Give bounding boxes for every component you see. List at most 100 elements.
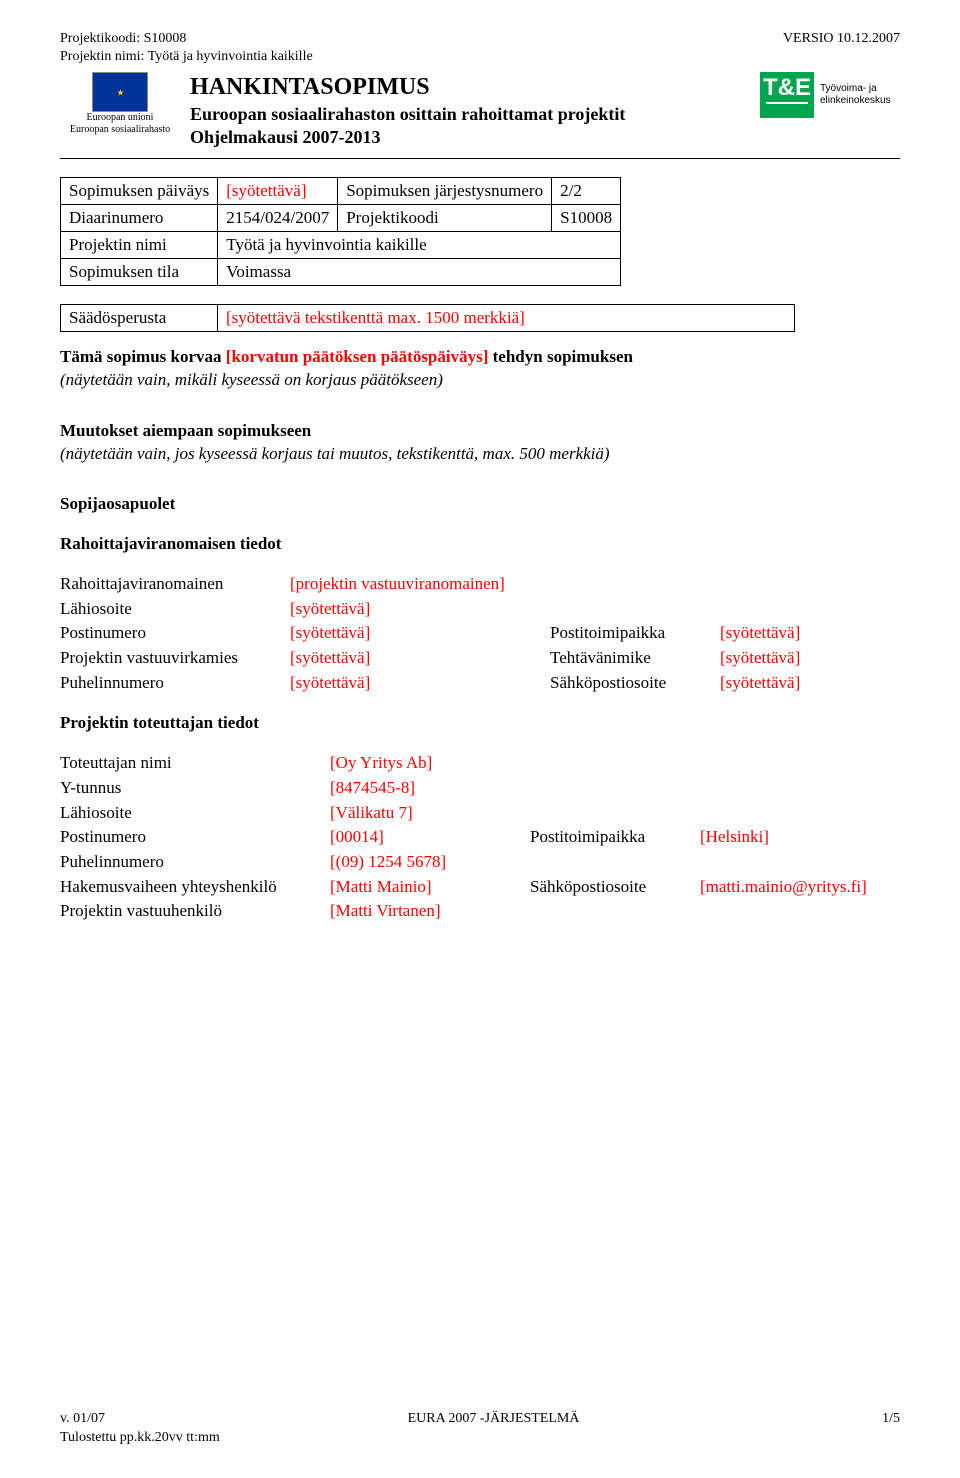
- executor-block: Toteuttajan nimi [Oy Yritys Ab] Y-tunnus…: [60, 751, 900, 923]
- authority-title: Rahoittajaviranomaisen tiedot: [60, 534, 900, 554]
- doc-title: HANKINTASOPIMUS: [190, 74, 760, 101]
- kv-label: Puhelinnumero: [60, 850, 330, 875]
- table-row: Sopimuksen päiväys [syötettävä] Sopimuks…: [61, 178, 621, 205]
- logos-row: ⋆ Euroopan unioni Euroopan sosiaalirahas…: [60, 72, 900, 148]
- replaces-suffix: tehdyn sopimuksen: [488, 347, 633, 366]
- replaces-date-placeholder: [korvatun päätöksen päätöspäiväys]: [226, 347, 489, 366]
- kv-value: [syötettävä]: [720, 671, 900, 696]
- eu-stars-icon: ⋆: [115, 84, 125, 101]
- footer-row-1: v. 01/07 EURA 2007 -JÄRJESTELMÄ 1/5: [60, 1410, 900, 1429]
- kv-label: Lähiosoite: [60, 597, 290, 622]
- cell-value: [syötettävä]: [218, 178, 338, 205]
- agreement-info-table: Sopimuksen päiväys [syötettävä] Sopimuks…: [60, 177, 621, 286]
- kv-row: Puhelinnumero [(09) 1254 5678]: [60, 850, 900, 875]
- cell-label: Diaarinumero: [61, 205, 218, 232]
- page: Projektikoodi: S10008 Projektin nimi: Ty…: [0, 0, 960, 1478]
- kv-value: [Helsinki]: [700, 825, 900, 850]
- kv-value: [00014]: [330, 825, 530, 850]
- kv-value: [Matti Virtanen]: [330, 899, 530, 924]
- kv-label: Lähiosoite: [60, 801, 330, 826]
- legal-basis-table: Säädösperusta [syötettävä tekstikenttä m…: [60, 304, 795, 332]
- kv-value: [8474545-8]: [330, 776, 530, 801]
- replaces-prefix: Tämä sopimus korvaa: [60, 347, 226, 366]
- table-row: Säädösperusta [syötettävä tekstikenttä m…: [61, 305, 795, 332]
- kv-value: [syötettävä]: [290, 621, 550, 646]
- replaces-paragraph: Tämä sopimus korvaa [korvatun päätöksen …: [60, 346, 900, 392]
- kv-row: Lähiosoite [syötettävä]: [60, 597, 900, 622]
- te-text-2: elinkeinokeskus: [820, 95, 891, 107]
- kv-label: Projektin vastuuvirkamies: [60, 646, 290, 671]
- te-logo-icon: T&E: [760, 72, 814, 118]
- kv-value: [matti.mainio@yritys.fi]: [700, 875, 900, 900]
- footer-print-date: Tulostettu pp.kk.20vv tt:mm: [60, 1429, 900, 1448]
- kv-label: Projektin vastuuhenkilö: [60, 899, 330, 924]
- kv-row: Toteuttajan nimi [Oy Yritys Ab]: [60, 751, 900, 776]
- title-block: HANKINTASOPIMUS Euroopan sosiaalirahasto…: [180, 72, 760, 148]
- kv-row: Rahoittajaviranomainen [projektin vastuu…: [60, 572, 900, 597]
- cell-value: S10008: [552, 205, 621, 232]
- te-logo-block: T&E Työvoima- ja elinkeinokeskus: [760, 72, 900, 118]
- table-row: Sopimuksen tila Voimassa: [61, 259, 621, 286]
- page-footer: v. 01/07 EURA 2007 -JÄRJESTELMÄ 1/5 Tulo…: [60, 1410, 900, 1448]
- cell-label: Projektikoodi: [338, 205, 552, 232]
- table-row: Diaarinumero 2154/024/2007 Projektikoodi…: [61, 205, 621, 232]
- header-left: Projektikoodi: S10008 Projektin nimi: Ty…: [60, 30, 313, 66]
- kv-label: Rahoittajaviranomainen: [60, 572, 290, 597]
- kv-label: Postitoimipaikka: [530, 825, 700, 850]
- replaces-note: (näytetään vain, mikäli kyseessä on korj…: [60, 370, 443, 389]
- kv-row: Projektin vastuuvirkamies [syötettävä] T…: [60, 646, 900, 671]
- footer-system: EURA 2007 -JÄRJESTELMÄ: [408, 1410, 580, 1429]
- kv-value: [Oy Yritys Ab]: [330, 751, 530, 776]
- kv-row: Postinumero [syötettävä] Postitoimipaikk…: [60, 621, 900, 646]
- project-name: Projektin nimi: Työtä ja hyvinvointia ka…: [60, 48, 313, 66]
- authority-block: Rahoittajaviranomainen [projektin vastuu…: [60, 572, 900, 695]
- kv-label: Postitoimipaikka: [550, 621, 720, 646]
- kv-value: [projektin vastuuviranomainen]: [290, 572, 550, 597]
- cell-value: 2154/024/2007: [218, 205, 338, 232]
- kv-row: Hakemusvaiheen yhteyshenkilö [Matti Main…: [60, 875, 900, 900]
- kv-value: [syötettävä]: [720, 621, 900, 646]
- project-code: Projektikoodi: S10008: [60, 30, 313, 48]
- doc-subtitle-2: Ohjelmakausi 2007-2013: [190, 126, 760, 149]
- header-right: VERSIO 10.12.2007: [783, 30, 900, 66]
- footer-version: v. 01/07: [60, 1410, 105, 1429]
- cell-value: [syötettävä tekstikenttä max. 1500 merkk…: [218, 305, 795, 332]
- kv-value: [syötettävä]: [720, 646, 900, 671]
- kv-label: Sähköpostiosoite: [530, 875, 700, 900]
- eu-text-2: Euroopan sosiaalirahasto: [70, 124, 170, 136]
- kv-label: Postinumero: [60, 825, 330, 850]
- changes-title: Muutokset aiempaan sopimukseen: [60, 421, 311, 440]
- doc-subtitle-1: Euroopan sosiaalirahaston osittain rahoi…: [190, 103, 760, 126]
- kv-label: Y-tunnus: [60, 776, 330, 801]
- cell-label: Säädösperusta: [61, 305, 218, 332]
- cell-label: Sopimuksen päiväys: [61, 178, 218, 205]
- cell-label: Projektin nimi: [61, 232, 218, 259]
- page-header-meta: Projektikoodi: S10008 Projektin nimi: Ty…: [60, 30, 900, 66]
- kv-label: Toteuttajan nimi: [60, 751, 330, 776]
- kv-row: Postinumero [00014] Postitoimipaikka [He…: [60, 825, 900, 850]
- te-text-1: Työvoima- ja: [820, 83, 891, 95]
- kv-row: Projektin vastuuhenkilö [Matti Virtanen]: [60, 899, 900, 924]
- kv-label: Puhelinnumero: [60, 671, 290, 696]
- eu-logo-block: ⋆ Euroopan unioni Euroopan sosiaalirahas…: [60, 72, 180, 136]
- kv-value: [syötettävä]: [290, 597, 550, 622]
- changes-paragraph: Muutokset aiempaan sopimukseen (näytetää…: [60, 420, 900, 466]
- te-text: Työvoima- ja elinkeinokeskus: [820, 83, 891, 107]
- kv-value: [syötettävä]: [290, 671, 550, 696]
- kv-label: Sähköpostiosoite: [550, 671, 720, 696]
- executor-title: Projektin toteuttajan tiedot: [60, 713, 900, 733]
- kv-row: Lähiosoite [Välikatu 7]: [60, 801, 900, 826]
- kv-value: [syötettävä]: [290, 646, 550, 671]
- cell-value: 2/2: [552, 178, 621, 205]
- kv-row: Puhelinnumero [syötettävä] Sähköpostioso…: [60, 671, 900, 696]
- parties-title: Sopijaosapuolet: [60, 494, 900, 514]
- kv-value: [Välikatu 7]: [330, 801, 530, 826]
- kv-value: [(09) 1254 5678]: [330, 850, 530, 875]
- changes-note: (näytetään vain, jos kyseessä korjaus ta…: [60, 444, 610, 463]
- cell-value: Työtä ja hyvinvointia kaikille: [218, 232, 621, 259]
- footer-page-number: 1/5: [882, 1410, 900, 1429]
- eu-flag-icon: ⋆: [92, 72, 148, 112]
- table-row: Projektin nimi Työtä ja hyvinvointia kai…: [61, 232, 621, 259]
- cell-label: Sopimuksen järjestysnumero: [338, 178, 552, 205]
- kv-label: Hakemusvaiheen yhteyshenkilö: [60, 875, 330, 900]
